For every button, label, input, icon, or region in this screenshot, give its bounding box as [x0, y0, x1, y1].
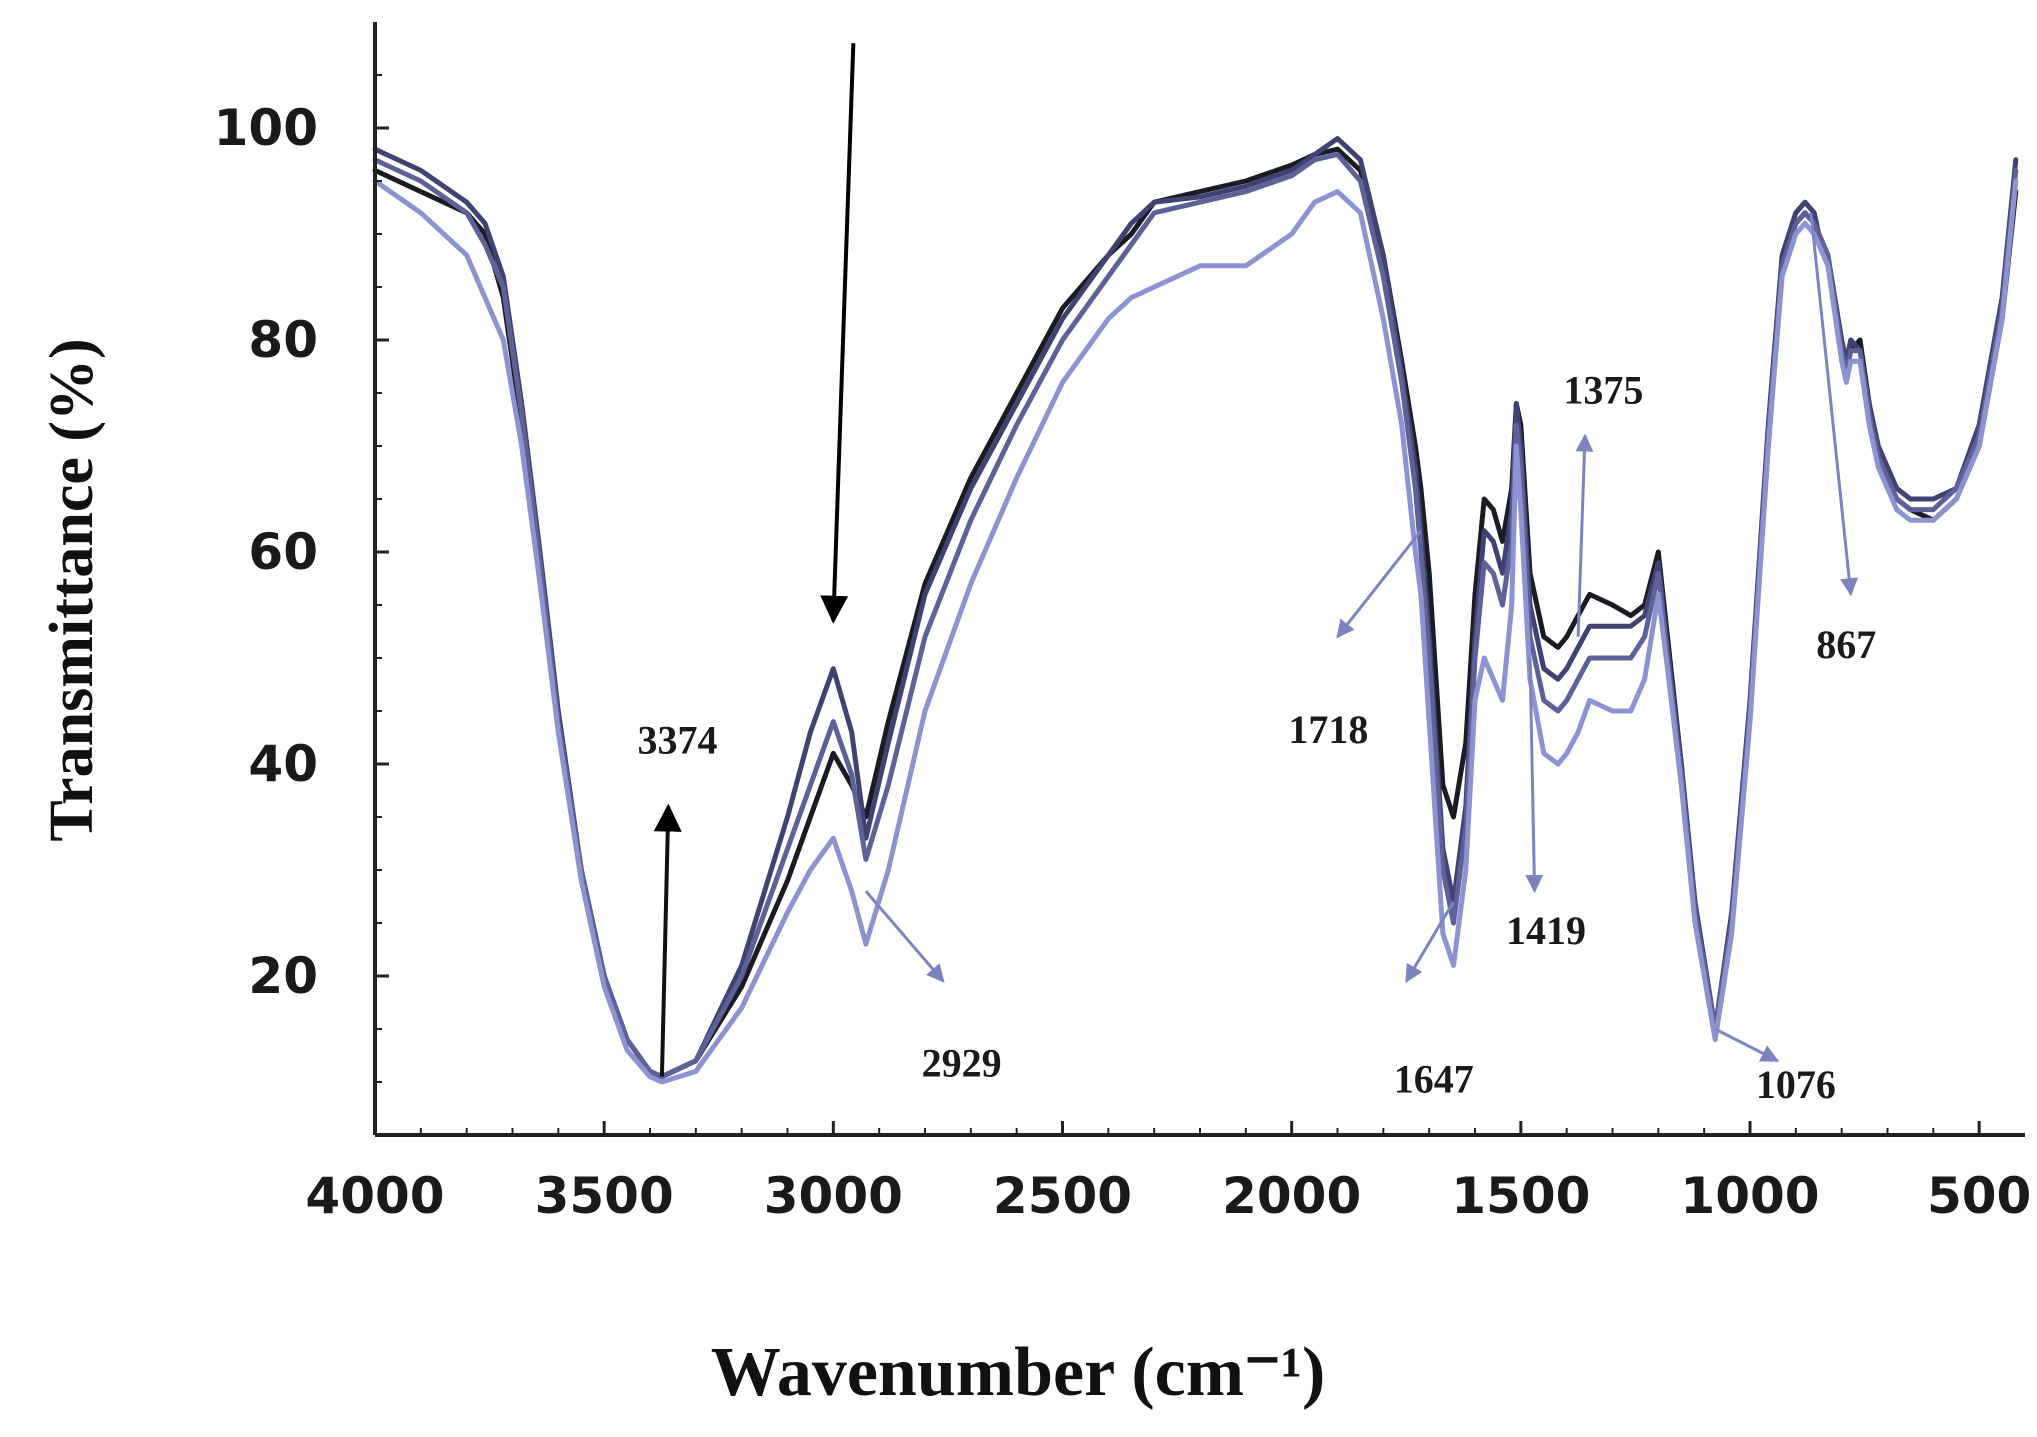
peak-label-1076: 1076: [1756, 1062, 1836, 1107]
peak-arrow-867: [1809, 212, 1859, 597]
peak-label-2929: 2929: [922, 1041, 1002, 1086]
peak-annotations: 3374 2929 1718 1647 1419 1375 867 1076: [638, 212, 1876, 1107]
peak-label-3374: 3374: [638, 717, 718, 762]
peak-arrow-1718: [1336, 529, 1423, 639]
x-tick-label: 2500: [993, 1167, 1132, 1225]
x-tick-label: 3000: [764, 1167, 903, 1225]
highlight-arrow: [820, 43, 856, 624]
peak-label-1375: 1375: [1563, 368, 1643, 413]
series-line-4: [372, 178, 2019, 1085]
series-line-1: [372, 146, 2019, 1080]
x-axis-ticks: 4000 3500 3000 2500 2000 1500 1000 500: [305, 1121, 2031, 1225]
peak-arrow-1419: [1525, 657, 1544, 893]
x-tick-label: 1000: [1680, 1167, 1819, 1225]
y-tick-label: 80: [248, 311, 318, 369]
peak-label-867: 867: [1816, 622, 1876, 667]
x-tick-label: 3500: [535, 1167, 674, 1225]
peak-arrow-1076: [1714, 1027, 1780, 1063]
x-tick-label: 500: [1927, 1167, 2031, 1225]
peak-arrow-1375: [1575, 433, 1594, 637]
peak-arrow-1647: [1404, 901, 1455, 983]
x-tick-label: 4000: [305, 1167, 444, 1225]
peak-label-1647: 1647: [1394, 1057, 1474, 1102]
spectra: [372, 136, 2019, 1085]
x-axis-title: Wavenumber (cm⁻¹): [711, 1334, 1326, 1411]
x-tick-label: 1500: [1451, 1167, 1590, 1225]
peak-arrow-3374: [653, 803, 682, 1077]
y-axis-title: Transmittance (%): [38, 338, 106, 841]
highlight-arrow-line: [820, 43, 856, 624]
y-tick-label: 20: [248, 947, 318, 1005]
peak-label-1419: 1419: [1506, 908, 1586, 953]
y-tick-label: 100: [214, 99, 318, 157]
peak-label-1718: 1718: [1288, 707, 1368, 752]
series-line-2: [372, 136, 2019, 1080]
y-tick-label: 40: [248, 735, 318, 793]
x-tick-label: 2000: [1222, 1167, 1361, 1225]
y-tick-label: 60: [248, 523, 318, 581]
series-line-3: [372, 152, 2019, 1080]
y-axis-ticks: 20 40 60 80 100: [214, 74, 389, 1083]
peak-arrow-2929: [864, 890, 945, 983]
